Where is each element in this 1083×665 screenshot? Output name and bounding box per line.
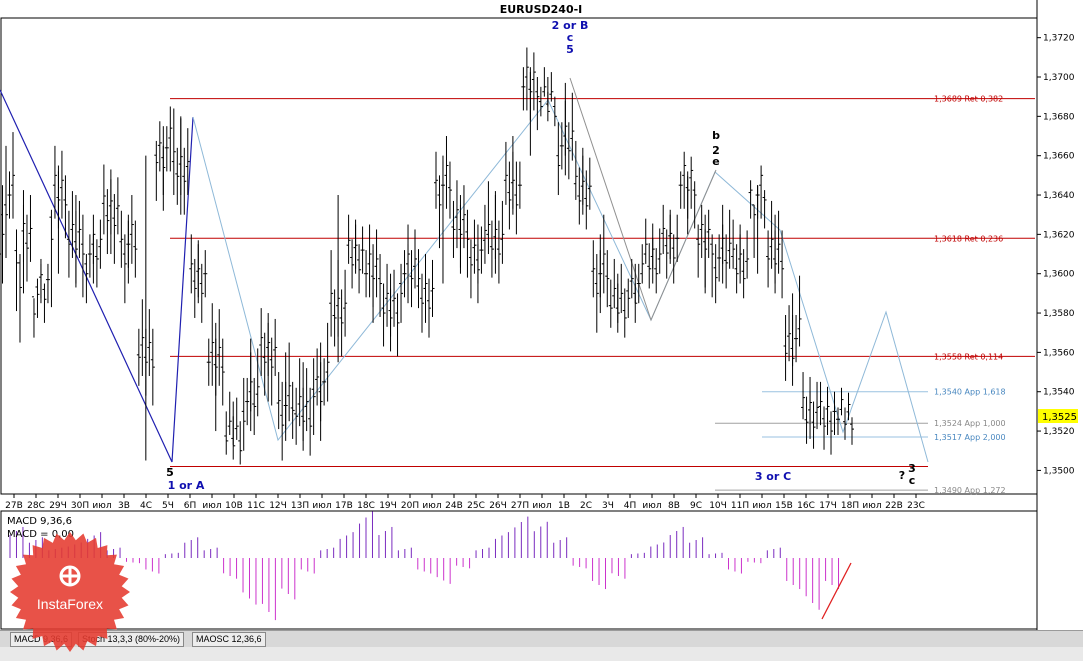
current-price-tag (1038, 409, 1078, 423)
wave-label: c (567, 31, 574, 44)
level-label: 1,3517 App 2,000 (934, 433, 1006, 442)
y-axis-ticks: 1,3720 1,3700 1,3680 1,3660 1,3640 1,3620 1,36… (1037, 34, 1075, 476)
y-tick-label: 1,3540 (1043, 388, 1075, 398)
indicator-tabs: MACD 9,36,6 Stoch 13,3,3 (80%-20%) MAOSC… (0, 630, 1083, 647)
level-label: 1,3689 Ret 0,382 (934, 95, 1003, 104)
wave-label: 2 (712, 144, 720, 157)
wave-label: 3 (908, 462, 916, 475)
x-tick-label: 28С (27, 501, 45, 511)
x-tick-label: июл (312, 501, 331, 511)
y-tick-label: 1,3620 (1043, 230, 1075, 240)
wave-label: 2 or B (552, 19, 589, 32)
x-tick-label: 19Ч (379, 501, 397, 511)
wave-label: 5 (166, 466, 174, 479)
y-tick-label: 1,3600 (1043, 270, 1075, 280)
x-tick-label: 11С (247, 501, 265, 511)
wave-label: 5 (566, 43, 574, 56)
x-tick-label: 10В (225, 501, 243, 511)
y-tick-label: 1,3640 (1043, 191, 1075, 201)
x-tick-label: 16С (797, 501, 815, 511)
x-tick-label: 3Ч (602, 501, 614, 511)
x-tick-label: 27П (511, 501, 529, 511)
x-tick-label: июл (642, 501, 661, 511)
x-tick-label: июл (532, 501, 551, 511)
y-tick-label: 1,3700 (1043, 73, 1075, 83)
x-tick-label: 26Ч (489, 501, 507, 511)
x-tick-label: 20П (401, 501, 419, 511)
y-tick-label: 1,3680 (1043, 112, 1075, 122)
x-tick-label: 2С (580, 501, 592, 511)
instaforex-logo (10, 532, 130, 652)
x-tick-label: 13П (291, 501, 309, 511)
x-tick-label: 24В (445, 501, 463, 511)
x-tick-label: 17Ч (819, 501, 837, 511)
x-tick-label: 25С (467, 501, 485, 511)
y-tick-label: 1,3720 (1043, 34, 1075, 44)
y-tick-label: 1,3580 (1043, 309, 1075, 319)
x-axis-ticks: 27В 28С 29Ч 30П июл 3В 4С 5Ч 6П июл 10В 11С 12Ч 13П ию… (5, 494, 925, 511)
level-label: 1,3558 Ret 0,114 (934, 352, 1003, 361)
x-tick-label: 4С (140, 501, 152, 511)
wave-label: b (712, 129, 720, 142)
x-tick-label: 1В (558, 501, 570, 511)
x-tick-label: 11П (731, 501, 749, 511)
x-tick-label: 27В (5, 501, 23, 511)
x-tick-label: 10Ч (709, 501, 727, 511)
y-tick-label: 1,3520 (1043, 427, 1075, 437)
x-tick-label: 3В (118, 501, 130, 511)
x-tick-label: июл (422, 501, 441, 511)
status-strip (0, 647, 1083, 661)
y-tick-label: 1,3660 (1043, 152, 1075, 162)
x-tick-label: 18С (357, 501, 375, 511)
x-tick-label: июл (862, 501, 881, 511)
tab-maosc[interactable]: MAOSC 12,36,6 (192, 632, 266, 647)
macd-label-1: MACD 9,36,6 (7, 516, 72, 527)
x-tick-label: 18П (841, 501, 859, 511)
current-price-label: 1,3525 (1042, 412, 1077, 423)
logo-emblem-icon (59, 565, 81, 587)
wave-label: ? (899, 469, 905, 482)
macd-label-2: MACD = 0,00 (7, 529, 74, 540)
x-tick-label: 5Ч (162, 501, 174, 511)
level-label: 1,3540 App 1,618 (934, 388, 1006, 397)
x-tick-label: 22В (885, 501, 903, 511)
x-tick-label: июл (202, 501, 221, 511)
x-tick-label: 6П (184, 501, 197, 511)
x-tick-label: 12Ч (269, 501, 287, 511)
levels-group: 1,3689 Ret 0,382 1,3618 Ret 0,236 1,3558 R… (170, 95, 1035, 495)
y-tick-label: 1,3560 (1043, 348, 1075, 358)
level-label: 1,3490 App 1,272 (934, 486, 1006, 495)
y-tick-label: 1,3500 (1043, 466, 1075, 476)
logo-text: InstaForex (36, 596, 104, 612)
x-tick-label: июл (752, 501, 771, 511)
x-tick-label: 30П (71, 501, 89, 511)
wave-line-blue (0, 89, 194, 463)
x-tick-label: 8В (668, 501, 680, 511)
wave-label: c (909, 474, 916, 487)
x-tick-label: 4П (624, 501, 637, 511)
x-tick-label: 9С (690, 501, 702, 511)
chart-title: EURUSD240-I (500, 3, 583, 16)
x-tick-label: 15В (775, 501, 793, 511)
logo-burst-icon (10, 532, 130, 652)
x-tick-label: 29Ч (49, 501, 67, 511)
wave-label: 1 or A (168, 479, 205, 492)
wave-label: 3 or C (755, 470, 791, 483)
x-tick-label: 23С (907, 501, 925, 511)
x-tick-label: июл (92, 501, 111, 511)
x-tick-label: 17В (335, 501, 353, 511)
candles-group (0, 47, 854, 465)
level-label: 1,3524 App 1,000 (934, 419, 1006, 428)
wave-label: e (712, 155, 719, 168)
macd-divergence-line (821, 562, 852, 620)
level-label: 1,3618 Ret 0,236 (934, 234, 1003, 243)
